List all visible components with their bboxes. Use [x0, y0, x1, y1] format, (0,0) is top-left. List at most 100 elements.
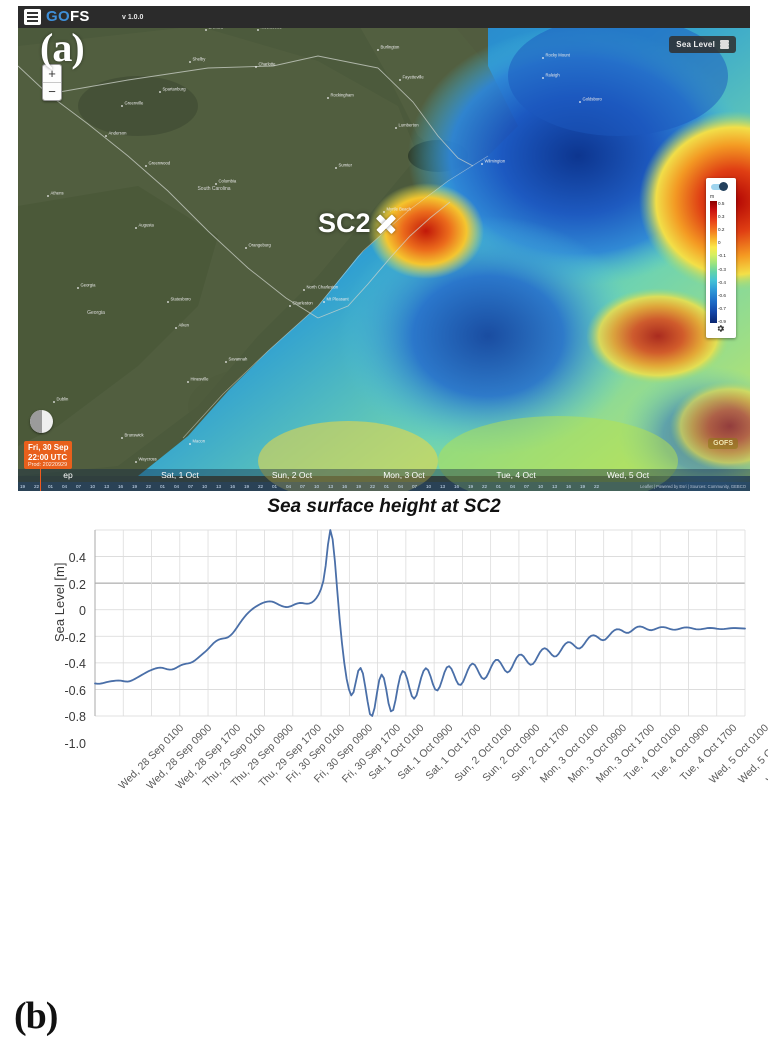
timeline-hour[interactable]: 10 [314, 484, 320, 489]
toggle-switch-icon[interactable] [711, 182, 730, 191]
y-axis-tick: 0.2 [68, 577, 86, 592]
panel-label-a: (a) [40, 25, 85, 70]
chart-title: Sea surface height at SC2 [267, 496, 501, 517]
brand-go: GO [46, 8, 70, 25]
chart-panel: (b) Sea surface height at SC2 Sea Level … [0, 492, 768, 1035]
compass-icon[interactable] [30, 410, 53, 433]
timeline-hour[interactable]: 22 [146, 484, 152, 489]
timeline-hour[interactable]: 01 [48, 484, 54, 489]
timeline-hour[interactable]: 07 [412, 484, 418, 489]
chart-plot [94, 529, 746, 717]
timeline-hour-ticks[interactable]: 19 22 01 04 07 10 13 16 19 22 01 04 07 10 13 16 19 22 01 04… [18, 482, 750, 491]
colorbar-tick: 0.2 [718, 227, 725, 233]
gofs-watermark: GOFS [708, 438, 738, 449]
timeline-day[interactable]: Mon, 3 Oct [383, 470, 425, 480]
layers-icon [720, 40, 729, 49]
timeline-hour[interactable]: 19 [244, 484, 250, 489]
timeline-hour[interactable]: 04 [286, 484, 292, 489]
zoom-in-button[interactable]: + [43, 65, 61, 83]
timeline-hour[interactable]: 07 [524, 484, 530, 489]
timeline-hour[interactable]: 07 [76, 484, 82, 489]
y-axis-tick: -0.8 [64, 710, 86, 725]
timeline-hour[interactable]: 19 [132, 484, 138, 489]
timeline-hour[interactable]: 16 [230, 484, 236, 489]
timeline-hour[interactable]: 01 [272, 484, 278, 489]
colorbar-tick: -0.4 [718, 279, 726, 285]
timeline-hour[interactable]: 19 [468, 484, 474, 489]
gear-icon[interactable] [716, 324, 725, 333]
timeline-hour[interactable]: 04 [174, 484, 180, 489]
timeline-hour[interactable]: 16 [566, 484, 572, 489]
brand-fs: FS [69, 8, 90, 25]
timeline-hour[interactable]: 16 [454, 484, 460, 489]
timeline-hour[interactable]: 01 [384, 484, 390, 489]
timeline-hour[interactable]: 16 [118, 484, 124, 489]
timeline-hour[interactable]: 22 [594, 484, 600, 489]
timeline-hour[interactable]: 07 [188, 484, 194, 489]
y-axis-tick: -0.4 [64, 657, 86, 672]
colorbar-panel[interactable]: m 0.5 0.3 0.2 0 -0.1 -0.3 -0.4 -0.6 -0.7 -0.9 [706, 178, 736, 338]
map-imagery [18, 6, 750, 491]
zoom-controls[interactable]: + − [42, 64, 62, 101]
colorbar-tick: -0.9 [718, 319, 726, 324]
colorbar-gradient [710, 201, 717, 323]
timeline-hour[interactable]: 22 [34, 484, 40, 489]
hamburger-icon[interactable] [24, 9, 41, 25]
timeline-hour[interactable]: 19 [20, 484, 26, 489]
timeline-hour[interactable]: 07 [300, 484, 306, 489]
timeline-hour[interactable]: 10 [202, 484, 208, 489]
zoom-out-button[interactable]: − [43, 83, 61, 100]
timeline-hour[interactable]: 01 [160, 484, 166, 489]
timeline-hour[interactable]: 16 [342, 484, 348, 489]
timeline-hour[interactable]: 13 [440, 484, 446, 489]
timeline-hour[interactable]: 13 [328, 484, 334, 489]
station-marker-sc2[interactable]: SC2 [318, 210, 397, 237]
timeline-day[interactable]: Sun, 2 Oct [271, 470, 313, 480]
timeline-hour[interactable]: 04 [398, 484, 404, 489]
colorbar-tick: -0.6 [718, 292, 726, 298]
x-marker-icon [375, 213, 397, 235]
timeline-hour[interactable]: 19 [356, 484, 362, 489]
colorbar-tick: 0.3 [718, 214, 725, 220]
map-topbar: GOFS v 1.0.0 [18, 6, 750, 28]
timeline-day[interactable]: Tue, 4 Oct [496, 470, 536, 480]
y-axis-tick: -0.6 [64, 683, 86, 698]
colorbar-tick: 0 [718, 240, 721, 246]
chart-area: Sea Level [m] 0.4 0.2 0 -0.2 -0.4 -0.6 -0.8 -1.… [0, 522, 768, 848]
timeline-hour[interactable]: 13 [216, 484, 222, 489]
timeline-hour[interactable]: 01 [496, 484, 502, 489]
layer-button-label: Sea Level [676, 40, 715, 49]
map-panel[interactable]: AshevilleBrevardMooresvilleStatesvilleGr… [18, 6, 750, 491]
y-axis-tick: 0 [79, 604, 86, 619]
timeline-day-labels[interactable]: ep Sat, 1 Oct Sun, 2 Oct Mon, 3 Oct Tue, 4 O… [18, 469, 750, 482]
timeline-hour[interactable]: 10 [538, 484, 544, 489]
map-canvas[interactable] [18, 6, 750, 491]
timeline-hour[interactable]: 22 [258, 484, 264, 489]
timeline-day[interactable]: Sat, 1 Oct [161, 470, 199, 480]
timeline-scrubber[interactable]: ep Sat, 1 Oct Sun, 2 Oct Mon, 3 Oct Tue, 4 O… [18, 469, 750, 491]
timeline-day[interactable]: ep [63, 470, 73, 480]
app-brand: GOFS [46, 8, 90, 25]
timeline-hour[interactable]: 22 [482, 484, 488, 489]
readout-date: Fri, 30 Sep [28, 443, 69, 453]
y-axis-tick: -1.0 [64, 737, 86, 751]
timeline-day[interactable]: Wed, 5 Oct [606, 470, 650, 480]
timeline-hour[interactable]: 19 [580, 484, 586, 489]
panel-label-b: (b) [14, 995, 58, 1037]
timeline-hour[interactable]: 04 [62, 484, 68, 489]
timeline-hour[interactable]: 04 [510, 484, 516, 489]
timeline-hour[interactable]: 13 [104, 484, 110, 489]
colorbar-tick: 0.5 [718, 201, 725, 206]
map-attribution: Leaflet | Powered by Esri | Sources: Com… [640, 484, 746, 489]
sea-level-layer-button[interactable]: Sea Level [669, 36, 736, 53]
timeline-needle[interactable] [40, 469, 41, 491]
readout-time: 22:00 UTC [28, 452, 68, 462]
timeline-hour[interactable]: 22 [370, 484, 376, 489]
colorbar-tick: -0.7 [718, 305, 726, 311]
y-axis-tick: -0.2 [64, 630, 86, 645]
timeline-hour[interactable]: 13 [552, 484, 558, 489]
y-axis-tick: 0.4 [68, 551, 86, 565]
timeline-hour[interactable]: 10 [426, 484, 432, 489]
readout-prod: Prod: 20220929 [28, 461, 68, 468]
timeline-hour[interactable]: 10 [90, 484, 96, 489]
